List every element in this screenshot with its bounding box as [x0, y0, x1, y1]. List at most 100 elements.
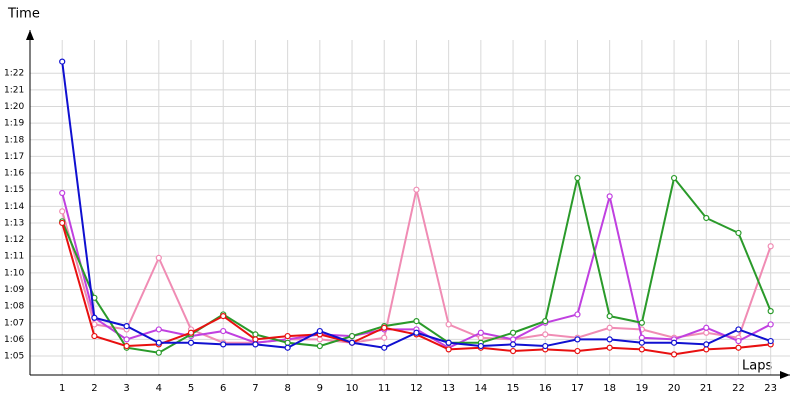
point	[509, 347, 517, 355]
x-axis-arrow	[780, 371, 790, 379]
point	[606, 344, 613, 351]
x-tick-label: 18	[603, 383, 616, 394]
point	[252, 331, 259, 338]
point	[91, 314, 98, 321]
point	[574, 347, 581, 355]
point	[735, 344, 742, 351]
point	[574, 336, 581, 343]
point	[91, 332, 98, 340]
y-axis-arrow	[26, 30, 34, 40]
x-tick-label: 5	[188, 383, 194, 394]
y-tick-label: 1:13	[4, 218, 24, 228]
y-tick-label: 1:07	[4, 318, 24, 328]
x-tick-label: 12	[410, 383, 423, 394]
point	[155, 349, 162, 356]
point	[381, 324, 388, 331]
point	[670, 351, 678, 358]
point	[381, 344, 388, 351]
point	[638, 346, 645, 353]
x-tick-label: 9	[317, 383, 323, 394]
point	[477, 342, 484, 350]
point	[252, 341, 259, 348]
y-tick-label: 1:14	[4, 202, 24, 212]
point	[445, 339, 452, 346]
x-tick-label: 16	[539, 383, 552, 394]
x-tick-label: 3	[123, 383, 129, 394]
x-tick-label: 13	[442, 383, 455, 394]
point	[767, 243, 774, 250]
y-tick-label: 1:06	[4, 335, 24, 345]
point	[606, 324, 613, 331]
point	[284, 344, 291, 351]
point	[477, 329, 484, 336]
point	[767, 337, 774, 345]
y-axis-title: Time	[7, 7, 40, 22]
x-tick-label: 20	[668, 383, 681, 394]
point	[542, 318, 549, 325]
point	[638, 319, 645, 326]
point	[316, 327, 323, 335]
y-tick-label: 1:18	[4, 135, 24, 145]
point	[670, 174, 678, 182]
point	[413, 329, 420, 336]
point	[187, 329, 195, 336]
point	[220, 341, 227, 348]
point	[220, 313, 227, 320]
x-tick-label: 7	[252, 383, 258, 394]
point	[509, 329, 517, 336]
point	[381, 334, 388, 341]
point	[316, 336, 323, 343]
point	[574, 311, 581, 318]
point	[670, 339, 678, 346]
point	[59, 189, 66, 197]
y-tick-label: 1:08	[4, 302, 24, 312]
y-tick-label: 1:10	[4, 268, 24, 278]
point	[348, 332, 356, 340]
point	[735, 229, 742, 237]
point	[284, 332, 291, 340]
y-tick-label: 1:11	[4, 252, 24, 262]
x-tick-label: 22	[732, 383, 745, 394]
point	[638, 334, 645, 341]
point	[703, 214, 710, 222]
point	[91, 321, 98, 328]
x-tick-label: 10	[346, 383, 359, 394]
point	[220, 327, 227, 335]
point	[187, 339, 195, 346]
point	[348, 339, 356, 346]
x-tick-label: 23	[764, 383, 777, 394]
point	[703, 346, 710, 353]
y-tick-label: 1:20	[4, 102, 24, 112]
point	[413, 318, 420, 325]
point	[542, 342, 549, 350]
point	[509, 336, 517, 343]
point	[703, 341, 710, 348]
point	[155, 326, 162, 333]
x-tick-label: 15	[507, 383, 520, 394]
x-tick-label: 1	[59, 383, 65, 394]
point	[123, 342, 130, 350]
point	[252, 336, 259, 343]
point	[123, 322, 130, 330]
point	[509, 341, 517, 348]
point	[767, 308, 774, 315]
point	[284, 339, 291, 346]
x-axis-title: Laps	[742, 359, 772, 374]
x-tick-label: 11	[378, 383, 391, 394]
x-tick-label: 6	[220, 383, 226, 394]
point	[59, 208, 66, 215]
x-tick-label: 4	[156, 383, 162, 394]
point	[59, 219, 66, 227]
x-tick-label: 17	[571, 383, 584, 394]
point	[638, 339, 645, 346]
x-tick-label: 21	[700, 383, 713, 394]
point	[703, 329, 710, 336]
y-tick-label: 1:19	[4, 119, 24, 129]
point	[735, 326, 742, 333]
point	[735, 337, 742, 345]
point	[477, 334, 484, 341]
point	[59, 58, 66, 65]
y-tick-label: 1:05	[4, 352, 24, 362]
x-tick-label: 2	[91, 383, 97, 394]
point	[767, 321, 774, 328]
